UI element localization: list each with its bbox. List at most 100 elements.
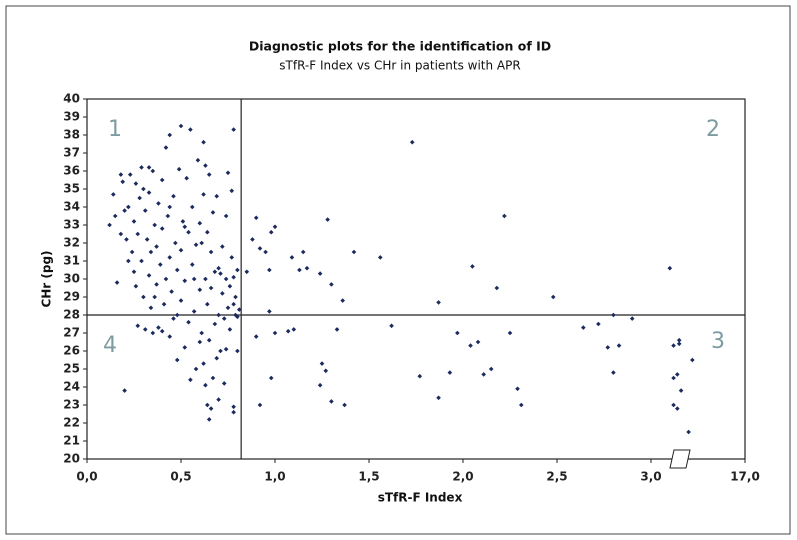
y-tick-label: 28 xyxy=(63,308,80,322)
y-tick-label: 30 xyxy=(63,272,80,286)
frame xyxy=(5,5,791,535)
point xyxy=(159,328,165,334)
point xyxy=(233,294,238,300)
point xyxy=(470,264,475,269)
point xyxy=(611,312,616,318)
point xyxy=(377,255,383,260)
x-tick-label: 1,5 xyxy=(358,470,379,484)
point xyxy=(257,402,263,408)
point xyxy=(156,325,161,330)
point xyxy=(235,314,240,320)
point xyxy=(208,285,214,291)
point xyxy=(206,417,212,422)
point xyxy=(250,237,255,242)
point xyxy=(152,222,157,228)
point xyxy=(671,343,676,348)
point xyxy=(163,276,169,282)
point xyxy=(329,282,334,287)
point xyxy=(227,283,233,289)
point xyxy=(297,267,302,273)
point xyxy=(142,327,148,332)
point xyxy=(678,388,684,393)
point xyxy=(389,323,394,329)
point xyxy=(210,210,216,215)
point xyxy=(216,312,221,318)
x-tick-label: 1,0 xyxy=(264,470,285,484)
point xyxy=(184,175,189,181)
point xyxy=(227,327,233,332)
point xyxy=(114,280,120,285)
point xyxy=(146,165,152,170)
point xyxy=(611,370,616,375)
point xyxy=(199,240,204,246)
point xyxy=(581,325,586,330)
point xyxy=(675,372,680,377)
point xyxy=(148,249,154,255)
point xyxy=(329,399,334,404)
point xyxy=(468,343,473,348)
point xyxy=(124,237,129,242)
point xyxy=(152,294,157,300)
quadrant-label: 2 xyxy=(706,117,720,142)
point xyxy=(203,276,208,282)
point xyxy=(253,215,259,221)
point xyxy=(218,271,223,276)
point xyxy=(229,188,235,194)
point xyxy=(193,242,199,248)
point xyxy=(146,273,152,278)
y-tick-label: 34 xyxy=(63,200,80,214)
point xyxy=(267,309,272,314)
point xyxy=(107,222,112,228)
point xyxy=(122,208,127,213)
y-tick-label: 26 xyxy=(63,344,80,358)
y-tick-label: 24 xyxy=(63,380,80,394)
point xyxy=(488,366,494,372)
point xyxy=(122,388,127,393)
point xyxy=(205,301,210,307)
point xyxy=(182,345,188,350)
point xyxy=(150,168,156,174)
x-axis-label: sTfR-F Index xyxy=(378,491,463,505)
point xyxy=(223,346,229,352)
point xyxy=(131,269,137,275)
chart-title: Diagnostic plots for the identification … xyxy=(249,39,551,54)
point xyxy=(167,132,173,138)
point xyxy=(112,213,118,219)
point xyxy=(167,204,173,210)
point xyxy=(235,348,240,354)
point xyxy=(195,157,201,163)
point xyxy=(191,309,197,314)
point xyxy=(206,172,212,177)
point xyxy=(210,375,216,381)
point xyxy=(221,316,227,321)
point xyxy=(141,294,146,300)
point xyxy=(231,274,236,280)
point xyxy=(216,397,221,402)
point xyxy=(182,224,188,230)
x-tick-label: 3,0 xyxy=(640,470,661,484)
point xyxy=(193,366,199,372)
point xyxy=(188,127,193,132)
y-tick-label: 20 xyxy=(63,452,80,466)
point xyxy=(197,220,203,226)
point xyxy=(203,382,208,388)
point xyxy=(223,276,229,282)
point xyxy=(199,330,204,336)
point xyxy=(629,316,635,321)
point xyxy=(675,406,680,411)
point xyxy=(236,307,242,312)
point xyxy=(201,361,206,366)
point xyxy=(154,282,159,287)
point xyxy=(214,193,220,199)
point xyxy=(205,402,210,408)
point xyxy=(142,208,148,213)
point xyxy=(334,327,340,332)
point xyxy=(189,262,195,267)
point xyxy=(159,177,165,183)
point xyxy=(447,370,453,375)
x-tick-label: 0,5 xyxy=(170,470,191,484)
point xyxy=(220,291,225,296)
point xyxy=(165,213,171,219)
y-tick-label: 23 xyxy=(63,398,80,412)
